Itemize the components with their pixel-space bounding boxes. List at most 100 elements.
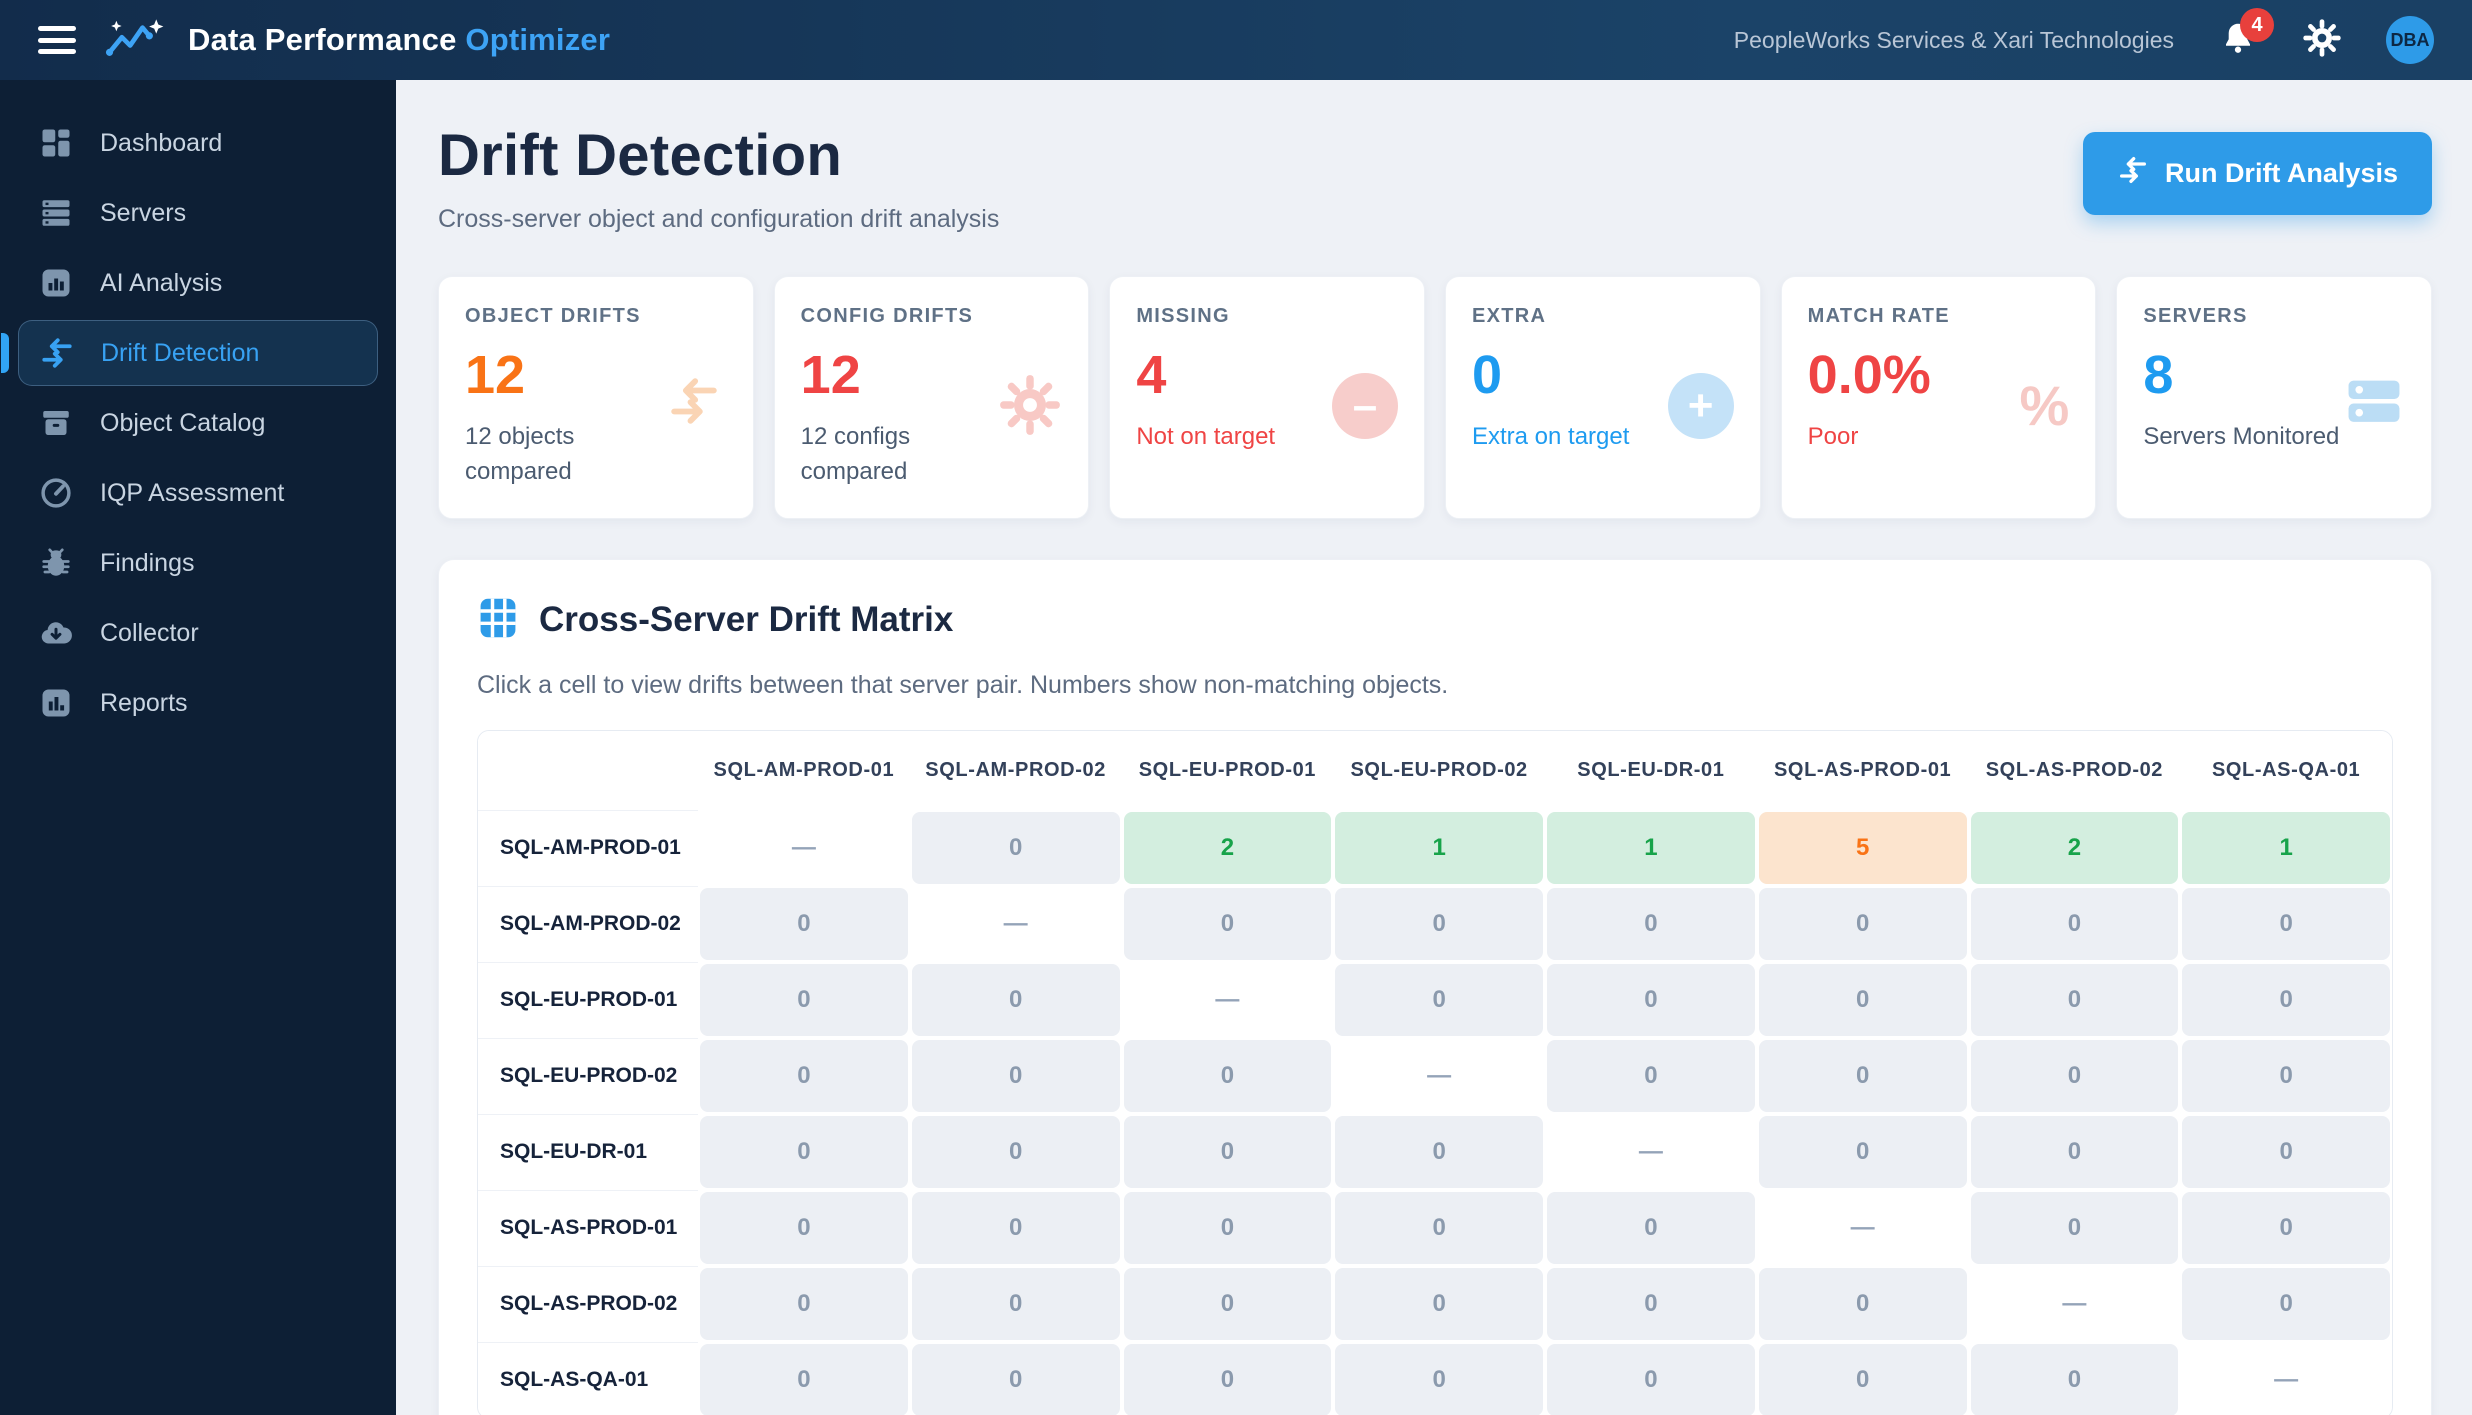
matrix-cell[interactable]: 0 (698, 1037, 910, 1114)
matrix-row-header: SQL-EU-PROD-02 (478, 1037, 698, 1114)
matrix-cell[interactable]: 0 (1121, 1265, 1334, 1342)
matrix-cell[interactable]: 0 (909, 1113, 1122, 1190)
matrix-row: SQL-AS-PROD-02 0 0 0 0 0 0—0 (478, 1265, 2392, 1342)
matrix-cell[interactable]: 0 (1968, 961, 2181, 1038)
avatar[interactable]: DBA (2386, 16, 2434, 64)
stat-card-extra: EXTRA 0 Extra on target + (1444, 276, 1761, 519)
sidebar-item-collector[interactable]: Collector (18, 600, 378, 666)
stat-card-config-drifts: CONFIG DRIFTS 12 12 configs compared (773, 276, 1090, 519)
menu-icon[interactable] (38, 26, 76, 54)
matrix-cell[interactable]: 0 (1545, 1265, 1757, 1342)
matrix-row: SQL-AS-PROD-01 0 0 0 0 0—0 0 (478, 1189, 2392, 1266)
matrix-cell[interactable]: 1 (1333, 809, 1545, 886)
page-subtitle: Cross-server object and configuration dr… (438, 205, 1000, 233)
matrix-cell[interactable]: 0 (698, 1265, 910, 1342)
matrix-subtitle: Click a cell to view drifts between that… (477, 670, 1449, 699)
matrix-cell[interactable]: 0 (1968, 885, 2181, 962)
sidebar-item-label: Collector (100, 618, 199, 647)
matrix-col-header: SQL-EU-DR-01 (1545, 730, 1757, 810)
matrix-row: SQL-EU-PROD-01 0 0—0 0 0 0 0 (478, 961, 2392, 1038)
matrix-cell[interactable]: 0 (698, 1189, 910, 1266)
matrix-cell[interactable]: 1 (1545, 809, 1757, 886)
matrix-cell[interactable]: 2 (1121, 809, 1334, 886)
matrix-cell[interactable]: 0 (1121, 1037, 1334, 1114)
matrix-cell[interactable]: 0 (698, 961, 910, 1038)
stat-label: EXTRA (1471, 305, 1547, 327)
matrix-row: SQL-AS-QA-01 0 0 0 0 0 0 0— (478, 1341, 2392, 1415)
sidebar-item-object-catalog[interactable]: Object Catalog (18, 390, 378, 456)
matrix-cell[interactable]: 0 (1333, 885, 1545, 962)
sidebar-item-label: Servers (100, 198, 187, 227)
matrix-cell[interactable]: 0 (909, 809, 1122, 886)
matrix-cell[interactable]: 0 (1333, 1113, 1545, 1190)
matrix-cell[interactable]: 0 (2180, 885, 2392, 962)
matrix-cell[interactable]: 0 (1968, 1189, 2181, 1266)
servers-icon (38, 195, 74, 231)
matrix-cell[interactable]: 0 (2180, 961, 2392, 1038)
object-catalog-icon (38, 405, 74, 441)
matrix-cell[interactable]: 0 (1545, 1037, 1757, 1114)
matrix-row: SQL-EU-DR-01 0 0 0 0—0 0 0 (478, 1113, 2392, 1190)
matrix-cell[interactable]: 0 (1333, 961, 1545, 1038)
matrix-cell[interactable]: 0 (909, 961, 1122, 1038)
matrix-cell[interactable]: 0 (1121, 1113, 1334, 1190)
matrix-cell[interactable]: 0 (1756, 1037, 1969, 1114)
matrix-cell[interactable]: 0 (1968, 1341, 2181, 1415)
run-drift-analysis-button[interactable]: Run Drift Analysis (2082, 132, 2432, 215)
matrix-cell[interactable]: 0 (909, 1189, 1122, 1266)
sidebar-item-label: IQP Assessment (100, 478, 285, 507)
sidebar-item-servers[interactable]: Servers (18, 180, 378, 246)
matrix-cell[interactable]: 0 (2180, 1265, 2392, 1342)
matrix-cell[interactable]: 0 (1545, 885, 1757, 962)
stat-cards-row: OBJECT DRIFTS 12 12 objects compared CONFI… (438, 276, 2432, 519)
sidebar-item-reports[interactable]: Reports (18, 670, 378, 736)
settings-button[interactable] (2302, 18, 2342, 60)
matrix-cell[interactable]: 0 (698, 1113, 910, 1190)
matrix-cell[interactable]: 0 (1756, 1113, 1969, 1190)
matrix-cell[interactable]: 1 (2180, 809, 2392, 886)
matrix-cell[interactable]: 0 (1121, 1341, 1334, 1415)
matrix-cell[interactable]: 0 (1333, 1341, 1545, 1415)
drift-matrix-table: SQL-AM-PROD-01 SQL-AM-PROD-02 SQL-EU-PROD-… (478, 730, 2392, 1415)
matrix-cell[interactable]: 0 (909, 1341, 1122, 1415)
app-title: Data Performance Optimizer (188, 22, 611, 57)
matrix-cell[interactable]: 2 (1968, 809, 2181, 886)
sidebar-item-ai-analysis[interactable]: AI Analysis (18, 250, 378, 316)
stat-card-servers: SERVERS 8 Servers Monitored (2116, 276, 2432, 519)
matrix-cell[interactable]: 0 (1968, 1113, 2181, 1190)
matrix-cell[interactable]: 0 (1756, 885, 1969, 962)
matrix-cell[interactable]: 0 (909, 1265, 1122, 1342)
matrix-cell: — (2180, 1341, 2392, 1415)
matrix-cell[interactable]: 0 (1121, 885, 1334, 962)
matrix-cell[interactable]: 0 (1545, 1189, 1757, 1266)
matrix-cell[interactable]: 0 (1968, 1037, 2181, 1114)
drift-matrix-card: Cross-Server Drift Matrix Click a cell t… (438, 558, 2432, 1415)
matrix-row-header: SQL-AS-PROD-01 (478, 1189, 698, 1266)
tenant-label: PeopleWorks Services & Xari Technologies (1733, 26, 2174, 53)
matrix-cell[interactable]: 0 (1756, 1341, 1969, 1415)
matrix-cell[interactable]: 0 (1545, 961, 1757, 1038)
stat-subtext: Not on target (1136, 423, 1276, 450)
matrix-cell[interactable]: 0 (909, 1037, 1122, 1114)
matrix-cell[interactable]: 0 (1756, 1265, 1969, 1342)
matrix-cell[interactable]: 0 (2180, 1037, 2392, 1114)
matrix-cell[interactable]: 0 (2180, 1113, 2392, 1190)
notifications-button[interactable]: 4 (2218, 8, 2274, 60)
matrix-cell[interactable]: 0 (1121, 1189, 1334, 1266)
sidebar-item-iqp-assessment[interactable]: IQP Assessment (18, 460, 378, 526)
matrix-cell[interactable]: 0 (698, 885, 910, 962)
sidebar-item-findings[interactable]: Findings (18, 530, 378, 596)
matrix-cell[interactable]: 0 (1545, 1341, 1757, 1415)
matrix-cell: — (1756, 1189, 1969, 1266)
dashboard-grid-icon (38, 125, 74, 161)
app-title-accent: Optimizer (465, 22, 611, 57)
matrix-cell[interactable]: 0 (1333, 1265, 1545, 1342)
matrix-cell[interactable]: 0 (1756, 961, 1969, 1038)
sidebar-item-label: Drift Detection (101, 338, 260, 367)
matrix-cell[interactable]: 0 (1333, 1189, 1545, 1266)
sidebar-item-dashboard[interactable]: Dashboard (18, 110, 378, 176)
matrix-cell[interactable]: 5 (1756, 809, 1969, 886)
matrix-cell[interactable]: 0 (698, 1341, 910, 1415)
sidebar-item-drift-detection[interactable]: Drift Detection (1, 320, 378, 386)
matrix-cell[interactable]: 0 (2180, 1189, 2392, 1266)
